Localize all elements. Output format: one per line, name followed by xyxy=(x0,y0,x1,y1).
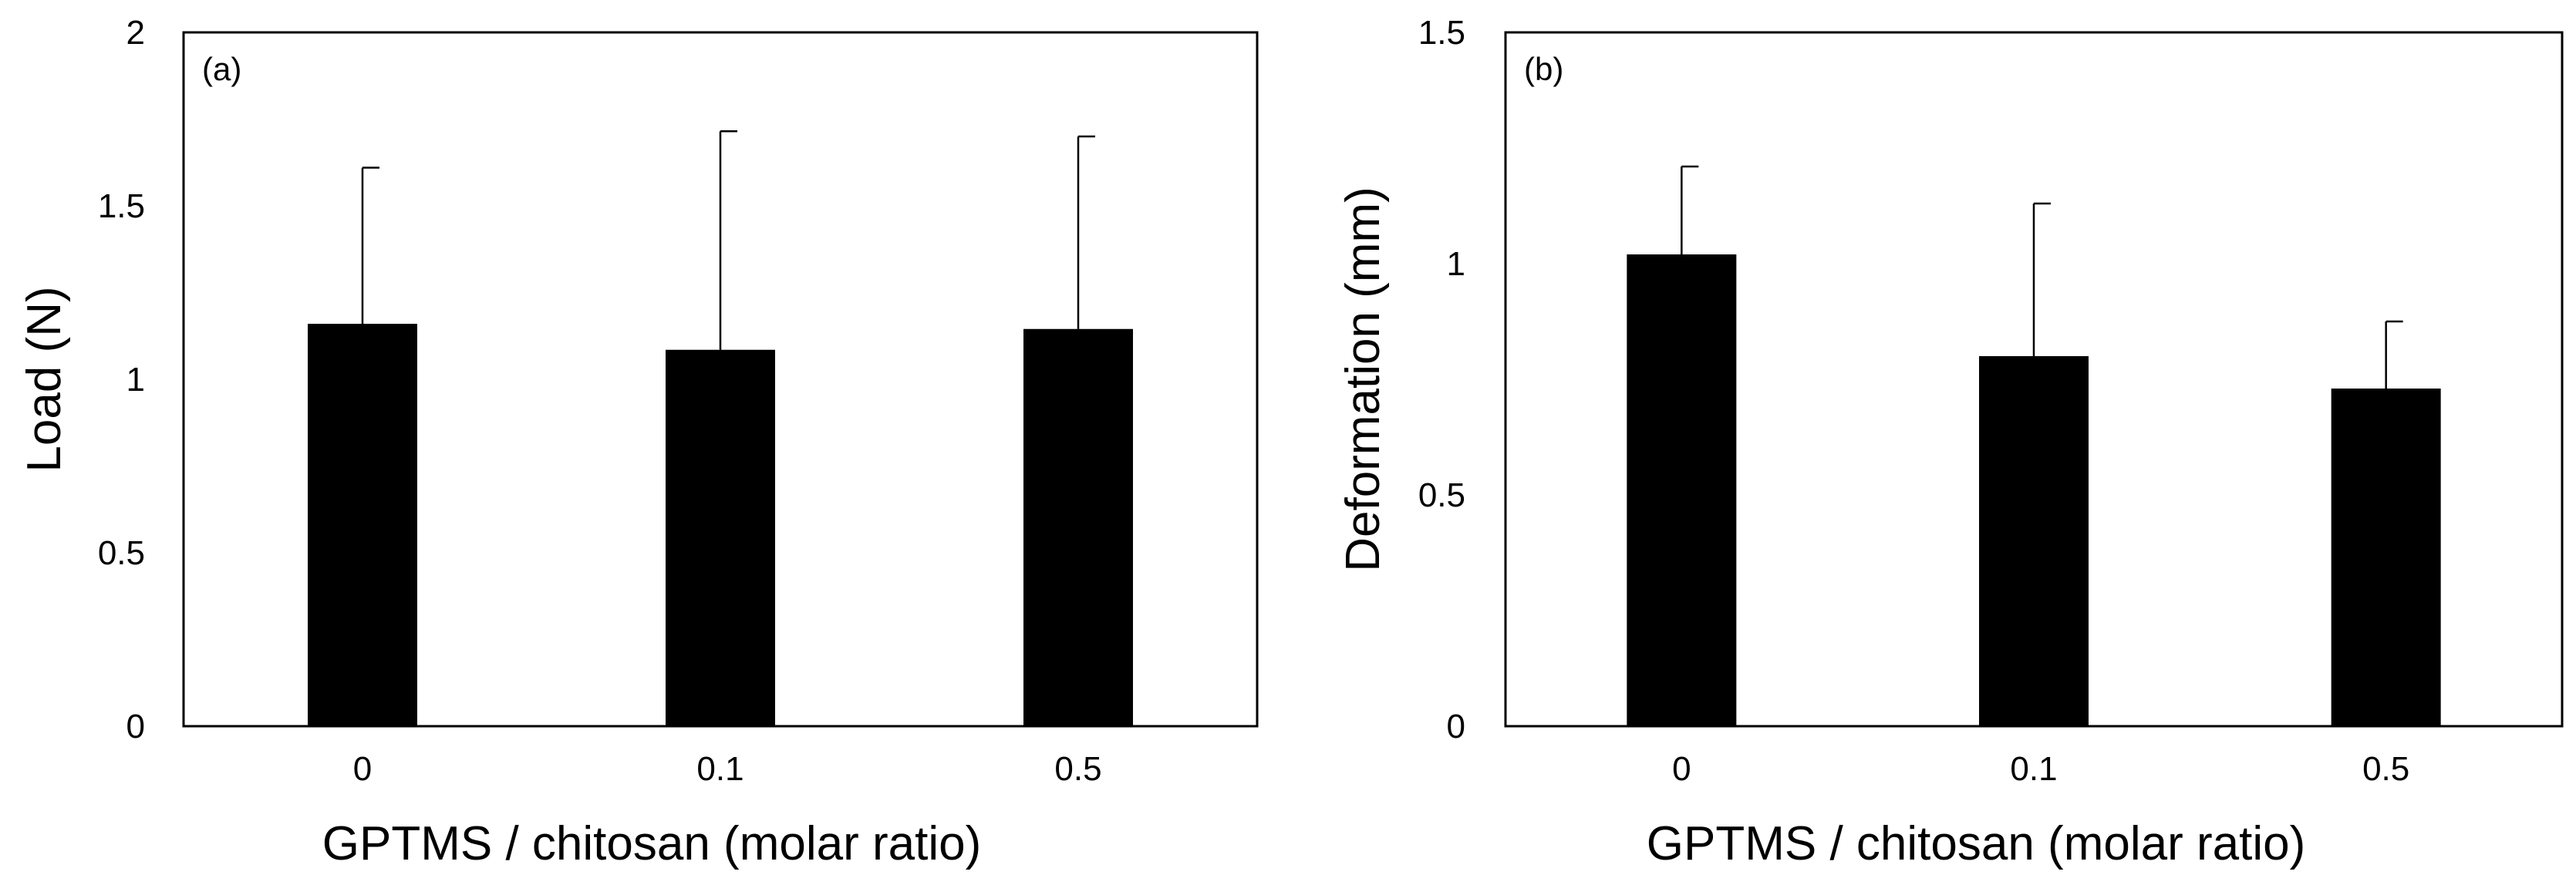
x-tick-label: 0.5 xyxy=(1054,750,1101,788)
bar xyxy=(1979,356,2089,726)
x-axis-title-b: GPTMS / chitosan (molar ratio) xyxy=(1647,817,2305,870)
y-tick-label: 2 xyxy=(126,14,145,52)
y-tick-label: 0.5 xyxy=(1418,476,1465,514)
y-tick-labels-a: 0 0.5 1 1.5 2 xyxy=(98,14,145,745)
panel-label-a: (a) xyxy=(202,51,241,87)
x-tick-label: 0.1 xyxy=(2010,750,2057,788)
y-tick-label: 1.5 xyxy=(1418,14,1465,52)
y-tick-label: 1.5 xyxy=(98,187,145,225)
y-tick-labels-b: 0 0.5 1 1.5 xyxy=(1418,14,1465,745)
bar xyxy=(2331,389,2441,726)
x-axis-title-a: GPTMS / chitosan (molar ratio) xyxy=(322,817,981,870)
x-tick-labels-a: 0 0.1 0.5 xyxy=(353,750,1102,788)
bars-b xyxy=(1627,165,2441,726)
bar xyxy=(1627,254,1737,726)
bar xyxy=(308,324,417,726)
x-tick-label: 0 xyxy=(1672,750,1691,788)
x-tick-label: 0.5 xyxy=(2362,750,2409,788)
bar xyxy=(666,349,775,726)
x-tick-label: 0 xyxy=(353,750,372,788)
y-tick-label: 0.5 xyxy=(98,534,145,572)
bar xyxy=(1023,328,1133,726)
x-tick-label: 0.1 xyxy=(696,750,743,788)
y-axis-title-b: Deformation (mm) xyxy=(1337,187,1390,572)
y-tick-label: 0 xyxy=(126,708,145,745)
y-tick-label: 0 xyxy=(1447,708,1465,745)
panel-label-b: (b) xyxy=(1524,51,1563,87)
y-tick-label: 1 xyxy=(1447,245,1465,283)
x-tick-labels-b: 0 0.1 0.5 xyxy=(1672,750,2409,788)
y-tick-label: 1 xyxy=(126,361,145,399)
chart-panel-b: (b) 0 0.5 1 1.5 0 0.1 0.5 Deformation (mm) GP… xyxy=(1337,14,2564,870)
y-axis-title-a: Load (N) xyxy=(18,286,71,472)
bars-a xyxy=(308,130,1133,726)
chart-panel-a: (a) 0 0.5 1 1.5 2 0 0.1 0.5 Load (N) GPTMS / c… xyxy=(18,14,1259,870)
